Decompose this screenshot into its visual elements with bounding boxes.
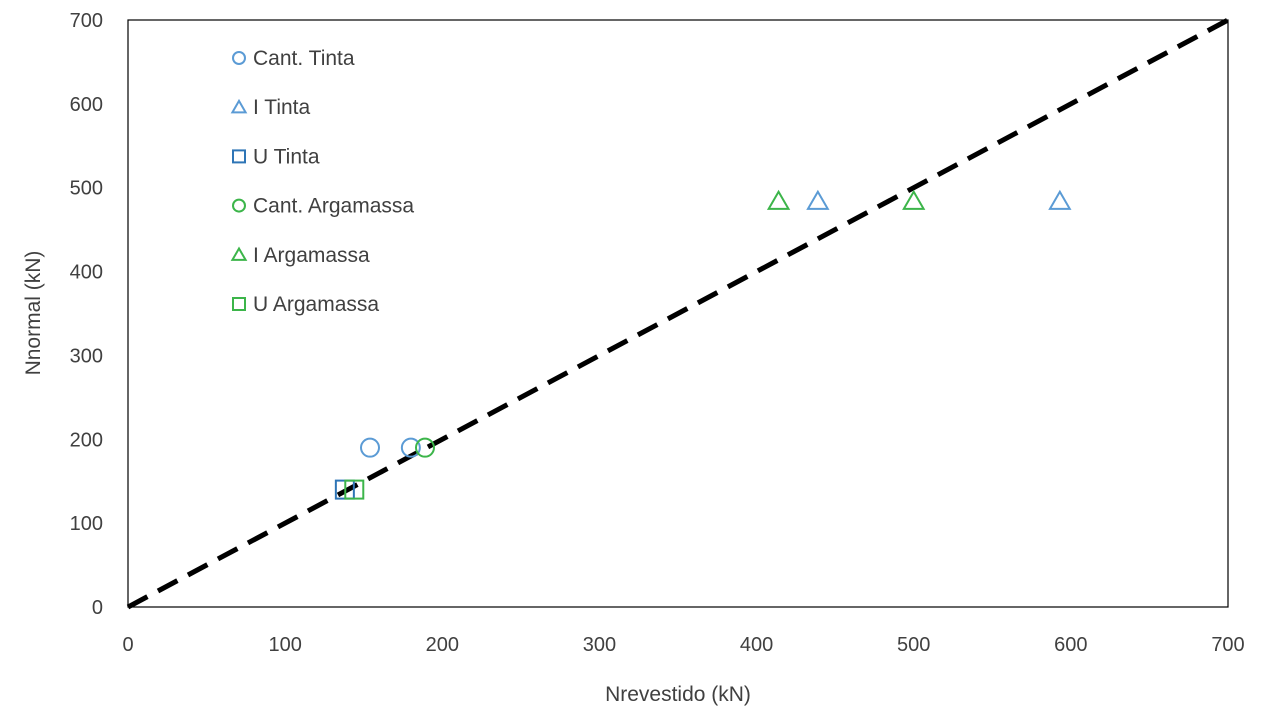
legend-label: I Tinta xyxy=(253,96,311,119)
x-tick-label: 700 xyxy=(1211,634,1244,656)
data-point xyxy=(400,437,421,458)
x-axis-title: Nrevestido (kN) xyxy=(605,683,751,706)
x-tick-label: 500 xyxy=(897,634,930,656)
x-tick-label: 0 xyxy=(122,634,133,656)
y-tick-label: 300 xyxy=(70,345,103,367)
data-point xyxy=(1048,189,1072,210)
data-points xyxy=(334,189,1072,500)
y-tick-label: 100 xyxy=(70,513,103,535)
legend-marker xyxy=(230,246,248,261)
legend-marker xyxy=(232,51,246,65)
y-axis: 0 100 200 300 400 500 600 700 xyxy=(70,10,103,619)
y-axis-title: Nnormal (kN) xyxy=(22,251,45,376)
x-tick-label: 100 xyxy=(268,634,301,656)
plot-area xyxy=(127,19,1229,608)
data-point xyxy=(806,189,830,210)
y-tick-label: 400 xyxy=(70,262,103,284)
x-axis: 0 100 200 300 400 500 600 700 xyxy=(122,634,1244,656)
legend: Cant. Tinta I Tinta U Tinta Cant. Argamassa… xyxy=(230,47,414,316)
data-point xyxy=(902,189,926,210)
x-tick-label: 400 xyxy=(740,634,773,656)
legend-label: U Argamassa xyxy=(253,293,379,316)
legend-marker xyxy=(232,149,246,164)
x-tick-label: 600 xyxy=(1054,634,1087,656)
y-tick-label: 200 xyxy=(70,429,103,451)
data-point xyxy=(415,437,435,458)
legend-label: I Argamassa xyxy=(253,244,370,267)
legend-marker xyxy=(232,297,246,311)
legend-label: Cant. Tinta xyxy=(253,47,355,70)
x-tick-label: 200 xyxy=(426,634,459,656)
legend-marker xyxy=(230,98,248,114)
y-tick-label: 700 xyxy=(70,10,103,32)
legend-label: U Tinta xyxy=(253,145,320,168)
y-tick-label: 500 xyxy=(70,178,103,200)
plot-border xyxy=(127,19,1229,608)
y-tick-label: 600 xyxy=(70,94,103,116)
legend-marker xyxy=(232,198,246,213)
x-tick-label: 300 xyxy=(583,634,616,656)
y-tick-label: 0 xyxy=(92,597,103,619)
data-point xyxy=(766,189,791,210)
data-point xyxy=(344,479,365,500)
data-point xyxy=(360,437,380,458)
reference-line xyxy=(126,17,1230,610)
reference-line-group xyxy=(126,17,1230,610)
legend-label: Cant. Argamassa xyxy=(253,195,414,218)
